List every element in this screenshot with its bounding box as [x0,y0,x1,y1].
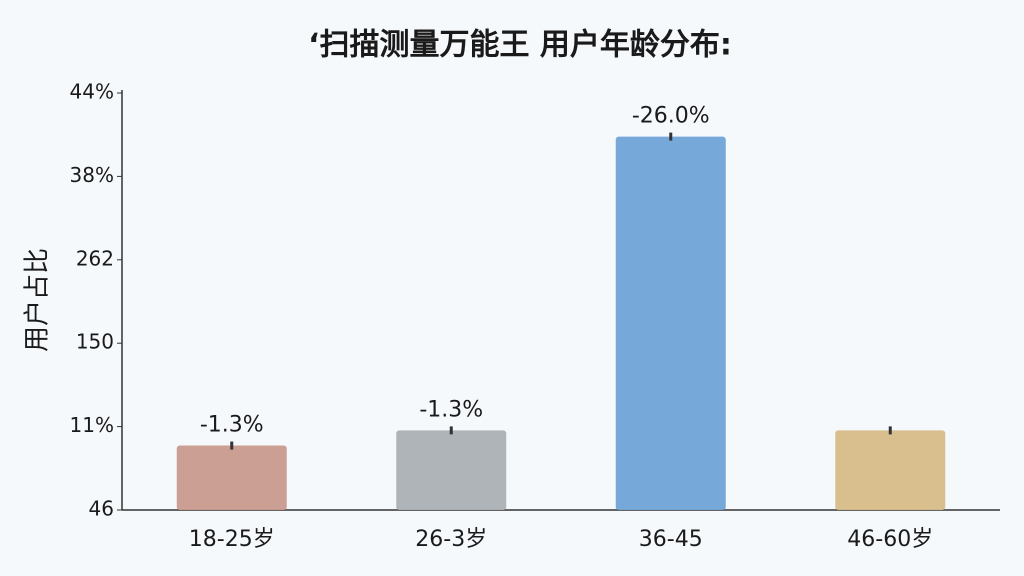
x-tick-label: 18-25岁 [189,527,275,552]
y-tick-label: 262 [76,246,114,270]
x-tick-label: 46-60岁 [847,527,933,552]
annotation: -1.3% [200,413,264,438]
chart-title: ‘扫描测量万能王 用户年龄分布: [308,28,732,63]
y-tick-label: 44% [70,80,114,104]
annotation: -26.0% [632,104,710,129]
y-axis-label: 用户占比 [23,248,53,352]
x-tick-label: 26-3岁 [415,527,487,552]
x-tick-label: 36-45 [639,527,703,552]
bar [176,445,287,510]
annotation: -1.3% [419,397,483,422]
bar [396,430,507,510]
y-tick-label: 150 [76,330,114,354]
y-tick-label: 38% [70,163,114,187]
bar [835,430,946,510]
bar [615,136,726,510]
y-tick-label: 46 [89,497,114,521]
y-tick-label: 11% [70,413,114,437]
